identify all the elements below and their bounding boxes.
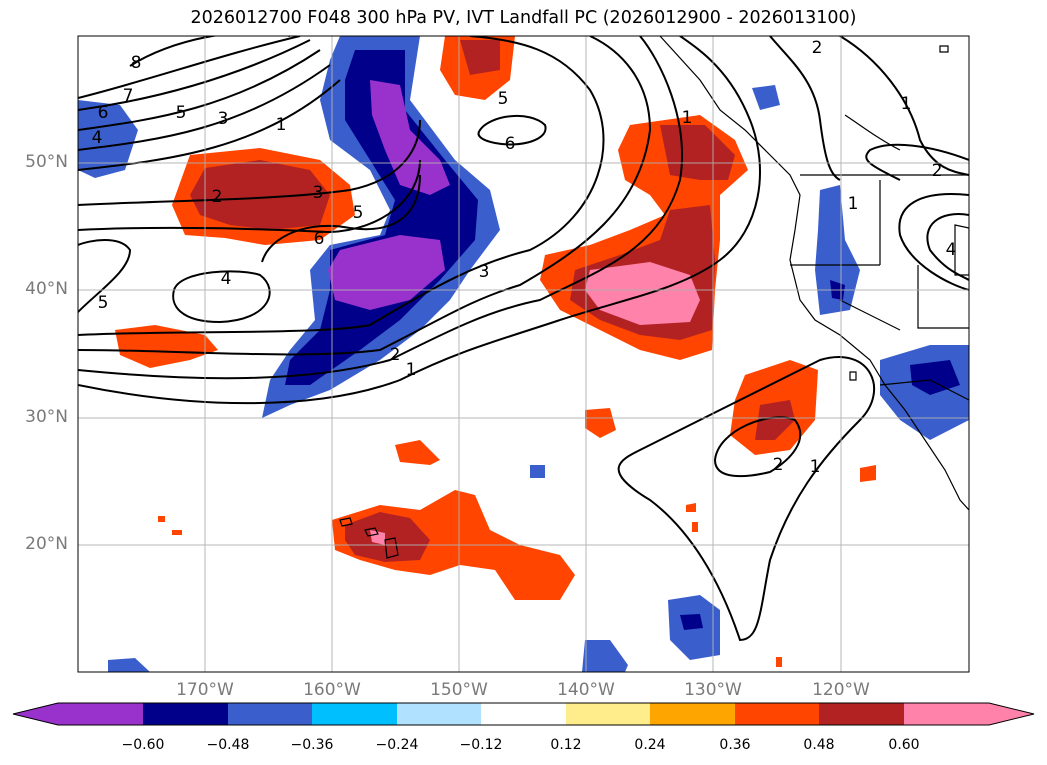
lat-label: 20°N (25, 534, 68, 554)
contour-label: 2 (812, 38, 823, 58)
map-frame (77, 35, 970, 673)
colorbar-tick-label: 0.36 (719, 737, 751, 753)
colorbar-tick-label: 0.60 (888, 737, 920, 753)
colorbar-tick-label: 0.24 (634, 737, 666, 753)
contour-label: 1 (406, 360, 417, 380)
colorbar-swatch (481, 703, 566, 725)
lon-label: 170°W (176, 680, 234, 700)
shaded-field: 8 7 6 5 4 3 1 2 3 5 6 4 5 3 2 1 6 5 2 1 … (78, 36, 969, 672)
contour-label: 5 (353, 203, 364, 223)
colorbar-swatch (650, 703, 735, 725)
contour-label-group: 8 7 6 5 4 3 1 2 3 5 6 4 5 3 2 1 6 5 2 1 … (92, 38, 957, 477)
contour-label: 6 (505, 134, 516, 154)
colorbar-tick-label: 0.12 (550, 737, 582, 753)
contour-label: 3 (313, 183, 324, 203)
contour-label: 4 (946, 240, 957, 260)
contour-label: 7 (123, 86, 134, 106)
lon-label: 140°W (557, 680, 615, 700)
contour-label: 1 (810, 457, 821, 477)
lat-label: 30°N (25, 407, 68, 427)
contour-label: 2 (932, 161, 943, 181)
colorbar-tick-label: −0.36 (290, 737, 334, 753)
colorbar-swatch (819, 703, 904, 725)
colorbar (12, 702, 1035, 726)
colorbar-tick-label: −0.24 (375, 737, 419, 753)
lon-label: 150°W (430, 680, 488, 700)
colorbar-swatch (13, 703, 143, 725)
lon-label: 120°W (812, 680, 870, 700)
lat-label: 40°N (25, 279, 68, 299)
lon-label: 160°W (303, 680, 361, 700)
contour-label: 4 (92, 128, 103, 148)
colorbar-swatch (143, 703, 228, 725)
contour-label: 1 (901, 94, 912, 114)
map-title: 2026012700 F048 300 hPa PV, IVT Landfall… (190, 8, 857, 28)
colorbar-outline (12, 702, 1035, 726)
contour-label: 2 (212, 187, 223, 207)
contour-label: 4 (221, 269, 232, 289)
contour-label: 1 (682, 108, 693, 128)
pv-contours (78, 36, 969, 642)
negative-anomaly-areas (78, 36, 969, 672)
contour-label: 1 (848, 194, 859, 214)
colorbar-tick-label: 0.48 (803, 737, 835, 753)
colorbar-swatch (228, 703, 312, 725)
colorbar-tick-label: −0.48 (206, 737, 250, 753)
lon-label: 130°W (684, 680, 742, 700)
gridlines (78, 36, 969, 672)
contour-label: 5 (498, 89, 509, 109)
contour-label: 5 (98, 293, 109, 313)
coastlines (339, 36, 969, 559)
colorbar-swatch (397, 703, 481, 725)
contour-label: 1 (276, 115, 287, 135)
contour-label: 3 (218, 109, 229, 129)
colorbar-swatch (566, 703, 650, 725)
colorbar-tick-label: −0.12 (459, 737, 503, 753)
contour-label: 6 (98, 103, 109, 123)
positive-anomaly-areas (115, 36, 876, 667)
lat-label: 50°N (25, 152, 68, 172)
contour-label: 2 (773, 455, 784, 475)
colorbar-tick-label: −0.60 (121, 737, 165, 753)
colorbar-swatch (904, 703, 1034, 725)
contour-label: 6 (314, 229, 325, 249)
contour-label: 5 (176, 103, 187, 123)
contour-label: 2 (390, 345, 401, 365)
contour-label: 3 (479, 262, 490, 282)
colorbar-swatch (312, 703, 397, 725)
contour-label: 8 (131, 53, 142, 73)
colorbar-swatch (735, 703, 819, 725)
